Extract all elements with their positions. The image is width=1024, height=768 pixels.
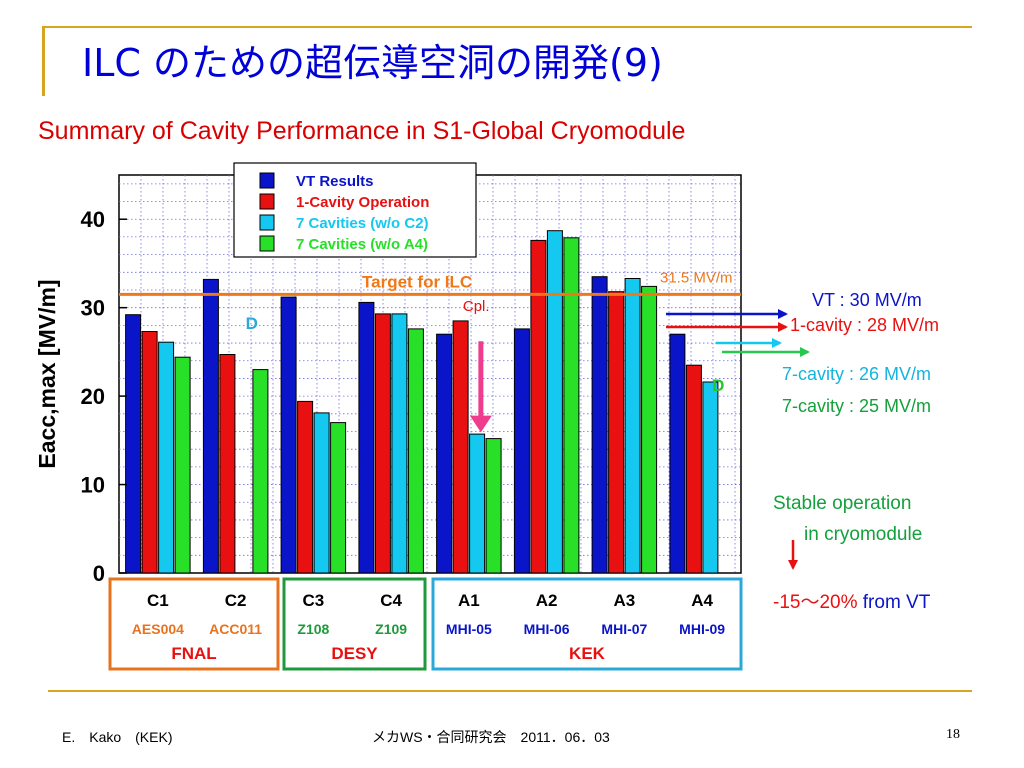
bar-c2-s2 — [219, 354, 236, 574]
bar-a1-s3 — [469, 433, 486, 574]
drop-from-vt: from VT — [862, 592, 931, 613]
target-value-label: 31.5 MV/m — [660, 269, 733, 286]
group-box-kek — [431, 577, 743, 671]
bar-a3-s4 — [641, 285, 658, 574]
category-label: A1 — [458, 591, 480, 610]
cavity-id-label: MHI-07 — [601, 621, 647, 637]
category-label: A4 — [691, 591, 713, 610]
coupler-note-label: Cpl. — [463, 298, 490, 315]
legend-swatch — [259, 214, 275, 231]
bar-c1-s2 — [141, 331, 158, 574]
bar-c3-s4 — [330, 422, 347, 574]
legend-swatch — [259, 235, 275, 252]
bar-a2-s2 — [530, 239, 547, 574]
cavity-id-label: Z108 — [297, 621, 329, 637]
bar-c4-s3 — [391, 313, 408, 574]
bar-a2-s4 — [563, 237, 580, 574]
legend-swatch — [259, 172, 275, 189]
cavity-id-label: MHI-09 — [679, 621, 725, 637]
bar-c2-s1 — [202, 278, 219, 574]
y-tick-label: 40 — [81, 207, 105, 232]
bar-a4-s3 — [702, 381, 719, 574]
drop-percent: -15～20% — [773, 592, 858, 613]
footer-author: E. Kako (KEK) — [62, 729, 173, 745]
target-label: Target for ILC — [362, 272, 472, 291]
bar-a4-s2 — [685, 364, 702, 574]
one-cavity-summary-label: 1-cavity : 28 MV/m — [790, 315, 940, 335]
bar-c3-s1 — [280, 296, 297, 574]
bar-a1-s2 — [452, 320, 469, 574]
bar-c4-s4 — [407, 328, 424, 574]
category-label: C1 — [147, 591, 169, 610]
title-rule — [42, 26, 972, 28]
omitted-marker-c2: D — [246, 314, 258, 333]
drop-summary: -15～20% from VT — [773, 587, 930, 614]
omitted-marker-a4: D — [712, 376, 724, 395]
bar-a3-s2 — [608, 291, 625, 574]
y-tick-label: 30 — [81, 296, 105, 321]
group-box-fnal — [108, 577, 280, 671]
y-tick-label: 10 — [81, 473, 105, 498]
slide-subtitle: Summary of Cavity Performance in S1-Glob… — [38, 117, 686, 145]
page-number: 18 — [946, 727, 960, 742]
bar-c4-s2 — [374, 313, 391, 574]
legend-entry: 7 Cavities (w/o A4) — [296, 236, 428, 253]
in-cryomodule-label: in cryomodule — [804, 524, 923, 545]
vt-summary-label: VT : 30 MV/m — [812, 290, 922, 310]
y-tick-label: 20 — [81, 384, 105, 409]
bar-a1-s4 — [485, 438, 502, 574]
footer-rule — [48, 690, 972, 692]
y-axis-label: Eacc,max [MV/m] — [34, 279, 60, 468]
bar-a3-s3 — [624, 278, 641, 574]
legend-entry: VT Results — [296, 173, 374, 190]
cavity-id-label: MHI-05 — [446, 621, 492, 637]
legend-swatch — [259, 193, 275, 210]
bar-a2-s3 — [546, 230, 563, 574]
y-tick-label: 0 — [93, 561, 105, 586]
bar-c1-s3 — [158, 341, 175, 574]
title-accent-bar — [42, 26, 45, 96]
bar-c3-s2 — [297, 400, 314, 574]
group-label-fnal: FNAL — [171, 644, 216, 663]
legend-entry: 1-Cavity Operation — [296, 194, 429, 211]
category-label: C2 — [225, 591, 247, 610]
group-box-desy — [282, 577, 427, 671]
group-label-desy: DESY — [331, 644, 378, 663]
bar-c2-s4 — [252, 369, 269, 574]
bar-c3-s3 — [313, 412, 330, 574]
category-label: A2 — [536, 591, 558, 610]
slide-title: ILC のための超伝導空洞の開発(9) — [82, 41, 663, 85]
bar-a1-s1 — [436, 333, 453, 574]
cavity-id-label: MHI-06 — [524, 621, 570, 637]
category-label: C4 — [380, 591, 402, 610]
bar-a3-s1 — [591, 276, 608, 574]
cavity-id-label: AES004 — [132, 621, 184, 637]
seven-cavity-a-summary-label: 7-cavity : 26 MV/m — [782, 364, 932, 384]
category-label: C3 — [303, 591, 325, 610]
stable-operation-label: Stable operation — [773, 493, 912, 514]
bar-c1-s4 — [174, 356, 191, 574]
footer-event: メカWS・合同研究会 2011．06．03 — [372, 729, 610, 745]
legend-entry: 7 Cavities (w/o C2) — [296, 215, 429, 232]
group-label-kek: KEK — [569, 644, 606, 663]
coupler-note-arrow-head — [469, 415, 492, 433]
bar-c4-s1 — [358, 301, 375, 574]
bar-a2-s1 — [513, 328, 530, 574]
bar-c1-s1 — [125, 314, 142, 574]
bar-a4-s1 — [669, 333, 686, 574]
seven-cavity-b-summary-label: 7-cavity : 25 MV/m — [782, 396, 932, 416]
cavity-id-label: ACC011 — [209, 621, 262, 637]
category-label: A3 — [614, 591, 636, 610]
cavity-id-label: Z109 — [375, 621, 407, 637]
